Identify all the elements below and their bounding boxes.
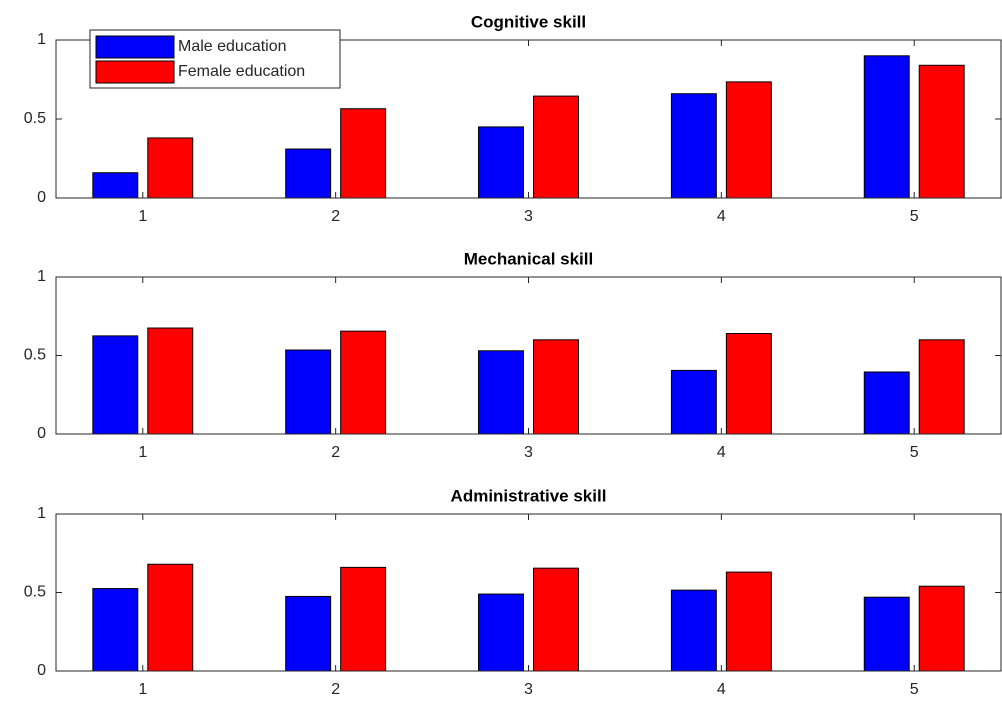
x-tick-label: 3: [524, 208, 533, 225]
bar: [533, 339, 579, 435]
subplot: 0 0.5 1 1 2 3 4 5 Cognitive skill Male education F…: [24, 12, 1002, 225]
bar: [918, 64, 965, 199]
x-tick-label: 3: [524, 444, 533, 461]
bar: [147, 563, 194, 672]
bar: [725, 81, 772, 199]
x-tick-label: 1: [138, 208, 147, 225]
bar: [285, 349, 332, 435]
bar: [340, 566, 387, 672]
x-tick-label: 1: [138, 444, 147, 461]
bar: [670, 93, 717, 199]
x-tick-label: 4: [717, 208, 726, 225]
bar: [670, 589, 717, 672]
y-tick-label: 0.5: [24, 347, 46, 364]
x-tick-label: 3: [524, 681, 533, 698]
x-tick-label: 2: [331, 681, 340, 698]
y-tick-label: 0: [37, 662, 46, 679]
y-tick-label: 1: [37, 31, 46, 48]
bar: [340, 330, 387, 435]
bar: [670, 369, 717, 435]
legend-label: Female education: [178, 63, 305, 80]
bar: [147, 327, 194, 435]
x-tick-label: 5: [910, 208, 919, 225]
bar: [92, 172, 139, 199]
subplot: 0 0.5 1 1 2 3 4 5 Mechanical skill: [24, 249, 1002, 461]
bar: [918, 339, 965, 435]
x-tick-label: 1: [138, 681, 147, 698]
y-tick-label: 0: [37, 189, 46, 206]
bar: [863, 596, 910, 672]
bar: [533, 95, 579, 199]
legend-swatch: [95, 35, 175, 59]
x-tick-label: 4: [717, 681, 726, 698]
bar: [863, 55, 910, 199]
bar: [285, 148, 332, 199]
legend-swatch: [95, 60, 175, 84]
bar: [92, 335, 139, 435]
y-tick-label: 1: [37, 505, 46, 522]
legend-label: Male education: [178, 38, 287, 55]
bar: [533, 567, 579, 672]
x-tick-label: 2: [331, 208, 340, 225]
chart-title: Cognitive skill: [471, 12, 586, 31]
x-tick-label: 5: [910, 444, 919, 461]
y-tick-label: 0.5: [24, 584, 46, 601]
bar: [478, 350, 524, 435]
chart-title: Mechanical skill: [464, 249, 593, 268]
bar: [147, 137, 194, 199]
axes-background: [56, 514, 1001, 671]
bar: [725, 333, 772, 435]
bar: [918, 585, 965, 672]
x-tick-label: 5: [910, 681, 919, 698]
bar: [863, 371, 910, 435]
bar: [478, 593, 524, 672]
subplot: 0 0.5 1 1 2 3 4 5 Administrative skill: [24, 486, 1002, 698]
bar: [478, 126, 524, 199]
x-tick-label: 2: [331, 444, 340, 461]
x-tick-label: 4: [717, 444, 726, 461]
y-tick-label: 1: [37, 268, 46, 285]
bar: [725, 571, 772, 672]
y-tick-label: 0.5: [24, 110, 46, 127]
bar: [285, 595, 332, 672]
bar: [92, 588, 139, 672]
chart-title: Administrative skill: [451, 486, 607, 505]
y-tick-label: 0: [37, 425, 46, 442]
bar: [340, 108, 387, 199]
axes-background: [56, 277, 1001, 434]
